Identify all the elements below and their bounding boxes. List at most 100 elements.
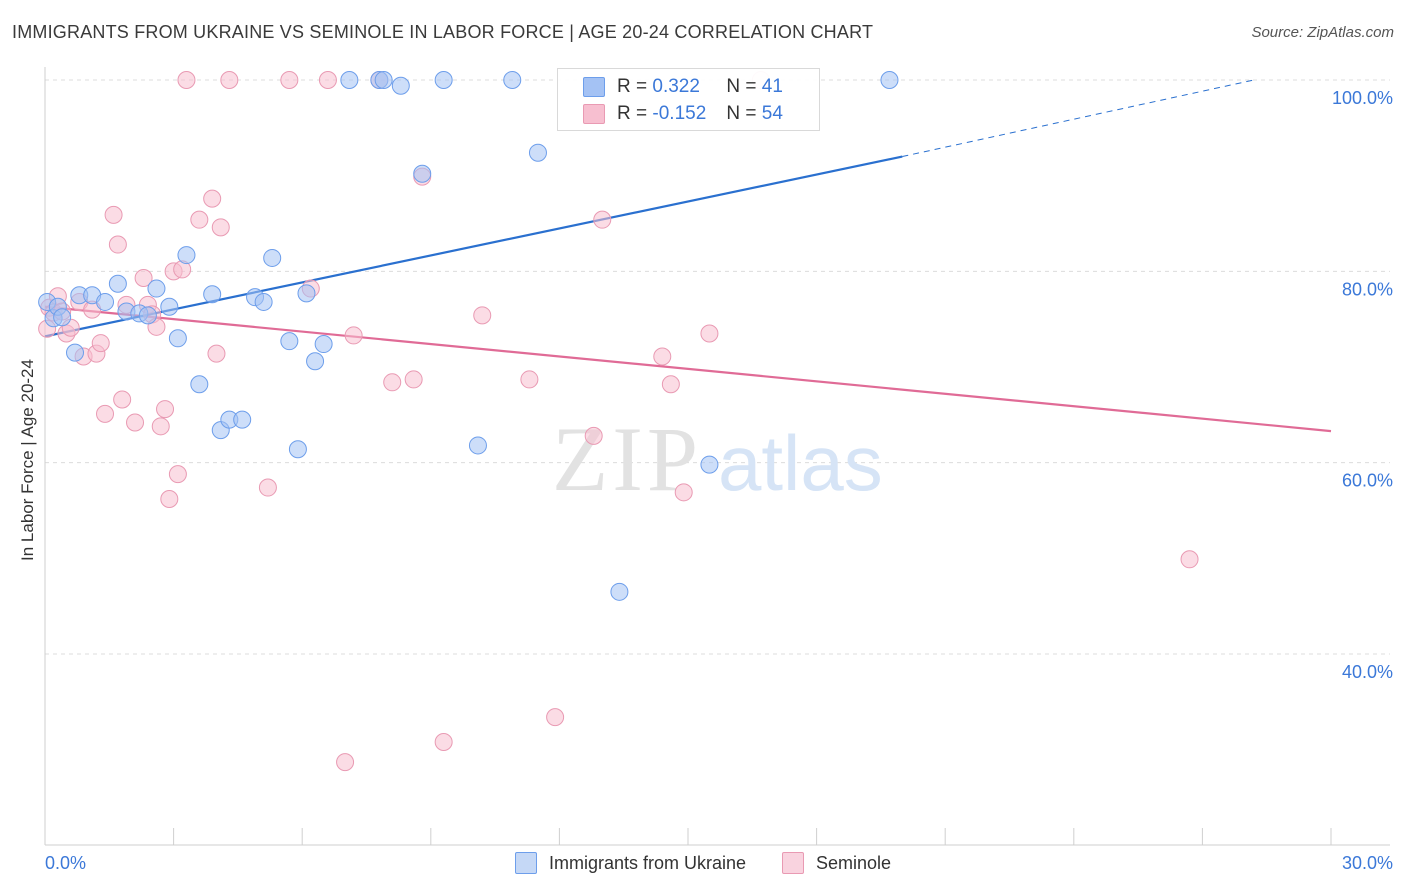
point-ukraine [190, 375, 209, 394]
point-ukraine [503, 71, 522, 89]
point-seminole [113, 390, 132, 409]
y-axis-label: In Labor Force | Age 20-24 [18, 359, 37, 561]
y-tick-label: 40.0% [1342, 662, 1393, 682]
trend-line-seminole [44, 305, 1332, 433]
point-seminole [1180, 550, 1199, 569]
point-ukraine [297, 284, 316, 303]
point-seminole [108, 235, 127, 254]
point-ukraine [374, 71, 393, 89]
point-seminole [404, 370, 423, 389]
y-tick-label: 80.0% [1342, 279, 1393, 299]
point-seminole [584, 426, 603, 445]
axes [44, 67, 1390, 846]
legend-n-value-ukraine: 41 [761, 76, 783, 97]
point-seminole [318, 71, 337, 89]
point-ukraine [880, 71, 899, 89]
point-ukraine [280, 332, 299, 351]
point-ukraine [66, 343, 85, 362]
series-name-seminole: Seminole [816, 852, 892, 873]
legend-r-value-ukraine: 0.322 [652, 76, 700, 97]
source-label: Source: ZipAtlas.com [1251, 24, 1394, 41]
point-ukraine [314, 335, 333, 354]
series-legend-seminole[interactable]: Seminole [782, 852, 891, 874]
point-seminole [280, 71, 299, 89]
chart-title: IMMIGRANTS FROM UKRAINE VS SEMINOLE IN L… [12, 22, 874, 42]
point-seminole [661, 375, 680, 394]
point-ukraine [306, 352, 325, 371]
point-ukraine [610, 582, 629, 601]
point-seminole [177, 71, 196, 89]
series-legend: Immigrants from Ukraine Seminole [0, 852, 1406, 874]
point-ukraine [254, 292, 273, 311]
point-seminole [473, 306, 492, 325]
point-seminole [96, 404, 115, 423]
point-ukraine [391, 76, 410, 95]
point-ukraine [147, 279, 166, 298]
data-points [38, 71, 1199, 772]
legend-n-value-seminole: 54 [761, 103, 783, 124]
legend-swatch-ukraine [583, 77, 605, 97]
point-seminole [344, 326, 363, 345]
tick-labels: 40.0% 60.0% 80.0% 100.0% 0.0% 30.0% [45, 88, 1393, 873]
point-seminole [160, 490, 179, 509]
point-seminole [383, 373, 402, 392]
point-ukraine [263, 248, 282, 267]
watermark-atlas: atlas [718, 419, 883, 507]
point-ukraine [700, 455, 719, 474]
point-seminole [207, 344, 226, 363]
point-seminole [434, 733, 453, 752]
point-seminole [336, 753, 355, 772]
y-tick-label: 60.0% [1342, 471, 1393, 491]
point-ukraine [168, 329, 187, 348]
point-seminole [258, 478, 277, 497]
legend-row-seminole: R = -0.152 N = 54 [583, 102, 783, 126]
point-seminole [156, 400, 175, 419]
watermark: ZIP atlas [552, 408, 883, 510]
x-tick-label: 0.0% [45, 853, 86, 873]
point-seminole [700, 324, 719, 343]
trend-lines [44, 79, 1332, 433]
point-ukraine [288, 440, 307, 459]
point-ukraine [138, 306, 157, 325]
legend-n-label: N = [726, 103, 757, 124]
point-seminole [674, 483, 693, 502]
trend-line-ukraine [44, 155, 903, 338]
point-seminole [220, 71, 239, 89]
series-name-ukraine: Immigrants from Ukraine [548, 852, 746, 873]
watermark-zip: ZIP [552, 408, 702, 510]
point-ukraine [203, 285, 222, 304]
legend-r-label: R = [617, 103, 648, 124]
series-legend-ukraine[interactable]: Immigrants from Ukraine [514, 852, 746, 874]
point-ukraine [528, 143, 547, 162]
series-swatch-ukraine [514, 852, 537, 874]
point-ukraine [96, 292, 115, 311]
series-swatch-seminole [782, 852, 804, 874]
point-ukraine [434, 71, 453, 89]
point-seminole [520, 370, 539, 389]
point-seminole [190, 210, 209, 229]
point-seminole [151, 417, 170, 436]
y-tick-label: 100.0% [1332, 88, 1393, 108]
point-seminole [126, 413, 145, 432]
point-seminole [134, 269, 153, 288]
point-seminole [168, 465, 187, 484]
point-ukraine [53, 308, 72, 327]
point-seminole [653, 347, 672, 366]
legend-n-label: N = [726, 76, 757, 97]
legend-row-ukraine: R = 0.322 N = 41 [583, 75, 783, 99]
point-seminole [593, 210, 612, 229]
legend-r-label: R = [617, 76, 648, 97]
legend: R = 0.322 N = 41 R = -0.152 N = 54 [557, 68, 820, 131]
legend-swatch-seminole [583, 104, 605, 124]
point-seminole [546, 708, 565, 727]
point-seminole [104, 205, 123, 224]
point-ukraine [413, 164, 432, 183]
point-ukraine [160, 297, 179, 316]
point-ukraine [177, 246, 196, 265]
point-seminole [91, 334, 110, 353]
trend-line-ukraine-extension [902, 79, 1254, 158]
point-ukraine [340, 71, 359, 89]
point-ukraine [233, 410, 252, 429]
gridlines [45, 79, 1390, 655]
